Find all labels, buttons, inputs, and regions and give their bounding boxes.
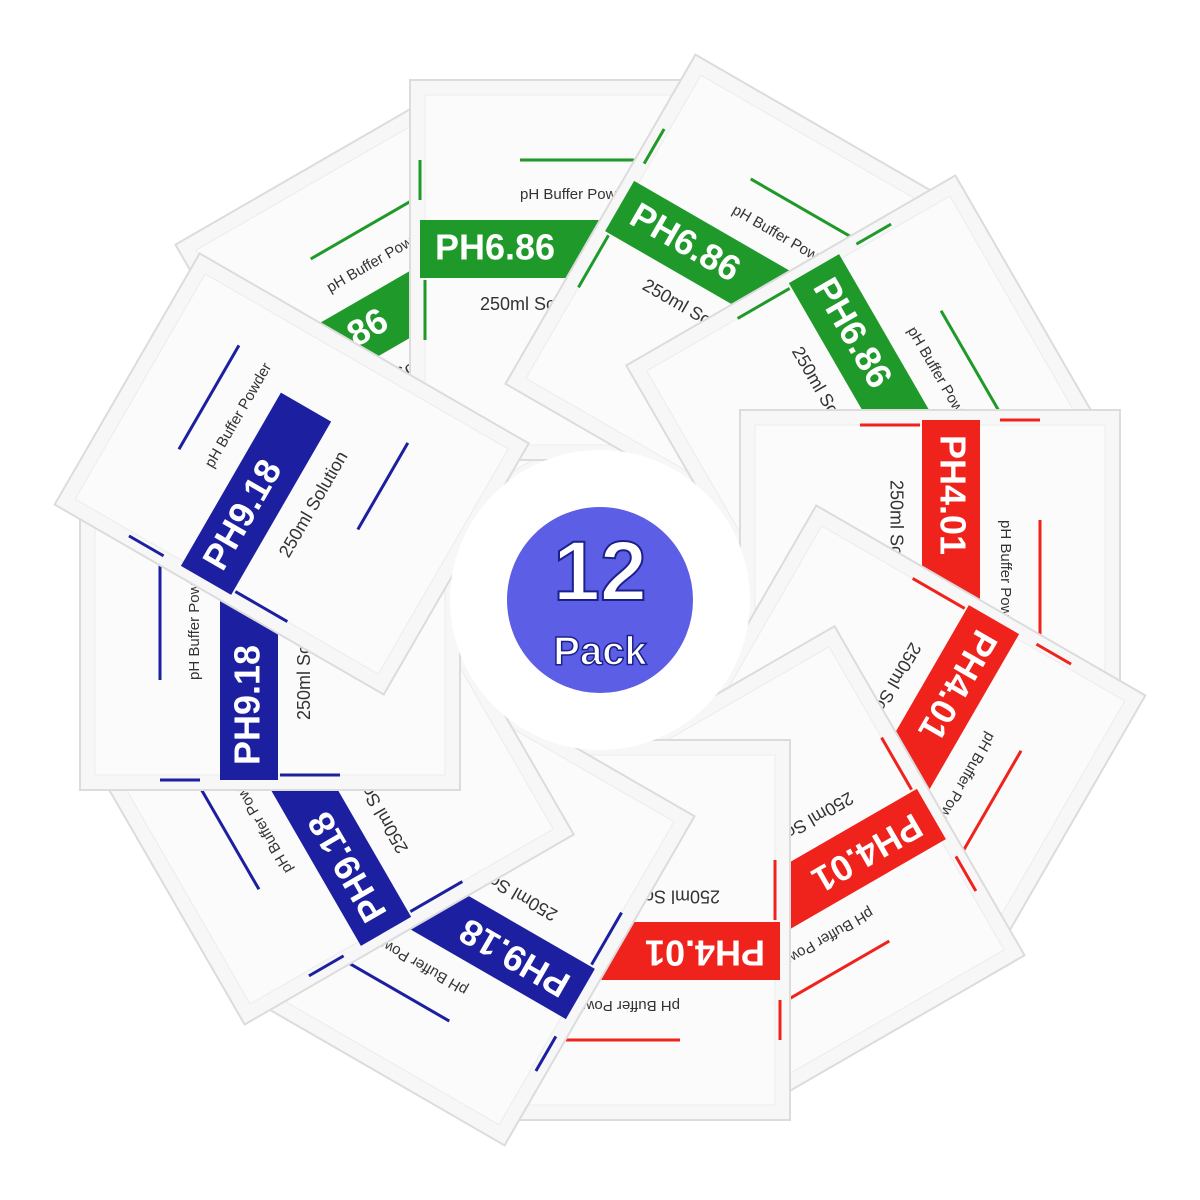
badge-label: Pack [553,630,647,674]
print-line [784,939,891,1003]
badge [501,501,699,699]
sachet-band [743,788,946,940]
print-line [177,344,241,451]
print-line [534,1035,558,1072]
sachet-brand: pH Buffer Powder [520,186,638,203]
sachet-band [180,392,332,595]
badge-number: 12 [553,524,646,618]
print-line [642,128,666,165]
print-line [234,590,289,623]
print-line [308,954,345,978]
print-line [356,442,410,531]
sachet-name: PH4.01 [932,435,973,555]
print-line [939,309,1003,416]
print-line [590,911,623,966]
sachet-band [788,254,940,457]
sachet-band [922,420,980,620]
print-line [736,287,791,320]
sachet-brand: pH Buffer Powder [997,520,1014,638]
print-line [409,880,464,913]
sachet-brand: pH Buffer Powder [562,997,680,1014]
sachet-name: PH4.01 [645,932,765,973]
sachet-name: PH9.18 [227,645,268,765]
print-line [197,784,261,891]
print-line [954,855,978,892]
print-line [344,959,451,1023]
sachet-band [220,580,278,780]
print-line [749,177,856,241]
sachet-band [260,743,412,946]
print-line [959,749,1023,856]
sachet-name: PH6.86 [435,227,555,268]
print-line [309,197,416,261]
print-line [911,577,966,610]
sachet-brand: pH Buffer Powder [186,562,203,680]
print-line [577,234,610,289]
print-line [128,534,165,558]
print-line [1035,642,1072,666]
print-line [855,222,892,246]
print-line [880,736,913,791]
